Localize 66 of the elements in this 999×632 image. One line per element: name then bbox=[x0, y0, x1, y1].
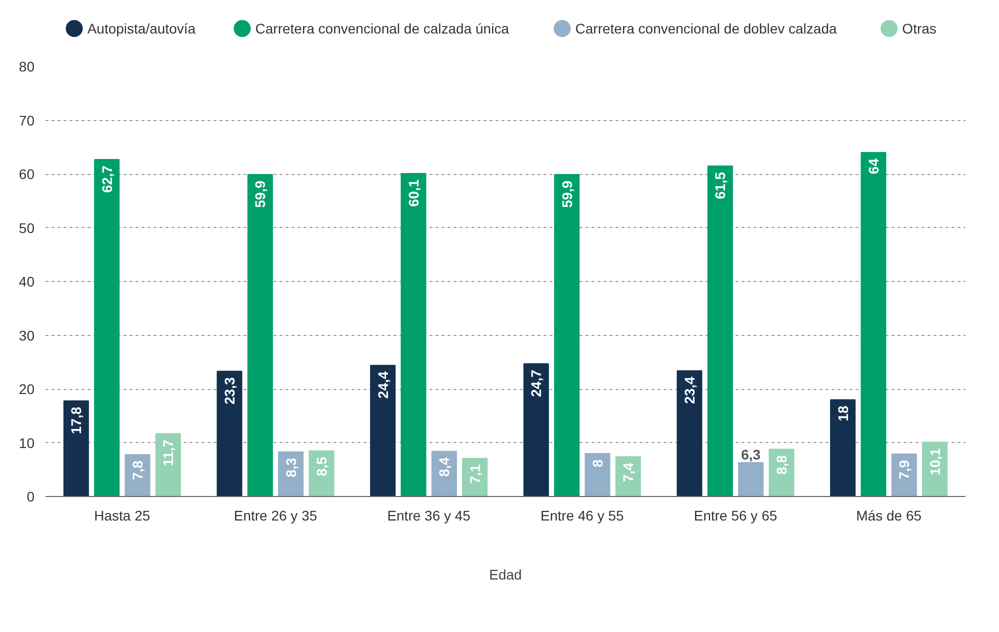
data-label: 8,3 bbox=[282, 458, 299, 478]
data-label: 61,5 bbox=[712, 172, 728, 200]
bar bbox=[247, 174, 273, 496]
legend-label: Autopista/autovía bbox=[87, 20, 196, 36]
bar bbox=[400, 172, 426, 496]
data-label: 18 bbox=[834, 406, 851, 422]
legend-label: Otras bbox=[902, 20, 936, 36]
data-label: 8,4 bbox=[436, 457, 452, 477]
bar bbox=[615, 456, 641, 496]
data-label: 6,3 bbox=[741, 446, 761, 463]
bar bbox=[768, 448, 794, 496]
data-label: 23,3 bbox=[222, 377, 238, 405]
y-tick-label: 20 bbox=[18, 381, 35, 397]
y-tick-label: 80 bbox=[18, 58, 35, 74]
bar bbox=[554, 174, 580, 496]
bar bbox=[216, 370, 242, 496]
data-label: 8,8 bbox=[774, 454, 790, 475]
y-tick-label: 40 bbox=[18, 274, 35, 290]
bar bbox=[124, 454, 150, 496]
bar bbox=[707, 165, 733, 496]
y-tick-label: 50 bbox=[18, 220, 35, 236]
data-label: 7,9 bbox=[896, 460, 912, 480]
legend-label: Carretera convencional de calzada única bbox=[255, 20, 510, 36]
data-label: 23,4 bbox=[682, 376, 698, 404]
x-axis-title: Edad bbox=[489, 566, 522, 582]
bar bbox=[308, 450, 334, 496]
x-tick-label: Entre 46 y 55 bbox=[540, 508, 624, 524]
data-label: 24,4 bbox=[374, 371, 391, 399]
legend-label: Carretera convencional de doblev calzada bbox=[575, 20, 837, 36]
data-label: 7,1 bbox=[466, 464, 483, 484]
bar bbox=[676, 370, 702, 496]
bar bbox=[94, 158, 120, 496]
bar bbox=[370, 364, 396, 496]
bar bbox=[922, 442, 948, 496]
bar bbox=[738, 462, 764, 496]
data-label: 62,7 bbox=[98, 165, 115, 193]
bar bbox=[891, 454, 917, 496]
y-tick-label: 30 bbox=[18, 327, 35, 344]
bar bbox=[462, 458, 488, 496]
data-label: 8,5 bbox=[314, 456, 330, 476]
y-tick-label: 10 bbox=[18, 434, 35, 451]
x-tick-label: Entre 36 y 45 bbox=[387, 508, 471, 524]
bar bbox=[584, 453, 610, 496]
data-label: 8 bbox=[590, 459, 606, 468]
y-tick-label: 0 bbox=[26, 488, 35, 504]
bar bbox=[63, 400, 89, 496]
data-label: 10,1 bbox=[926, 448, 943, 476]
bar bbox=[860, 152, 886, 496]
bar bbox=[155, 433, 181, 496]
data-label: 11,7 bbox=[160, 439, 176, 466]
data-label: 60,1 bbox=[406, 179, 422, 207]
x-tick-label: Entre 26 y 35 bbox=[234, 508, 318, 524]
data-label: 59,9 bbox=[558, 180, 575, 208]
data-label: 64 bbox=[866, 158, 882, 174]
data-label: 24,7 bbox=[528, 370, 544, 397]
data-label: 17,8 bbox=[68, 406, 84, 434]
bar bbox=[523, 363, 549, 496]
data-label: 7,8 bbox=[130, 460, 146, 480]
data-label: 7,4 bbox=[620, 462, 636, 482]
data-label: 59,9 bbox=[252, 180, 268, 208]
x-tick-label: Entre 56 y 65 bbox=[694, 508, 778, 524]
y-tick-label: 60 bbox=[18, 166, 35, 182]
bar bbox=[830, 399, 856, 496]
x-tick-label: Más de 65 bbox=[856, 508, 922, 524]
y-tick-label: 70 bbox=[18, 112, 35, 128]
x-tick-label: Hasta 25 bbox=[94, 508, 150, 524]
